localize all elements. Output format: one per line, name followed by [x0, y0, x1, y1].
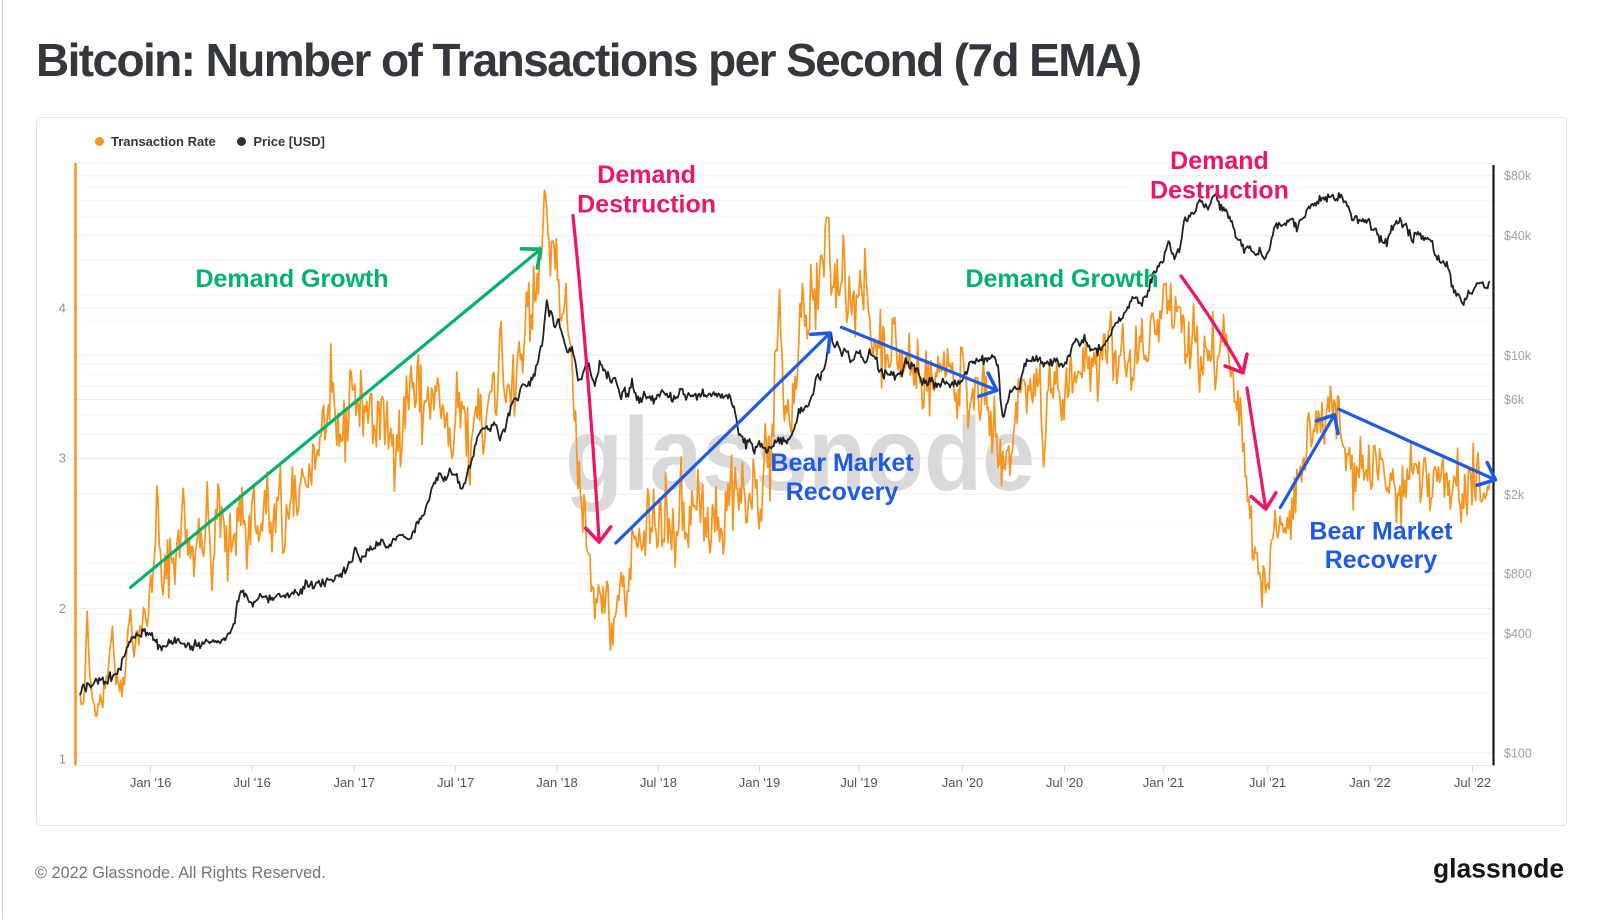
svg-text:glassnode: glassnode: [1433, 854, 1564, 884]
svg-text:3: 3: [59, 451, 66, 466]
svg-text:Destruction: Destruction: [1150, 177, 1289, 205]
svg-text:Jan '22: Jan '22: [1349, 775, 1391, 790]
svg-text:Destruction: Destruction: [577, 191, 716, 219]
svg-text:Jul '19: Jul '19: [840, 775, 877, 790]
svg-text:$10k: $10k: [1504, 349, 1532, 363]
svg-text:Recovery: Recovery: [1325, 546, 1438, 574]
svg-text:Demand Growth: Demand Growth: [195, 265, 388, 293]
svg-text:$400: $400: [1504, 627, 1532, 641]
svg-text:$2k: $2k: [1504, 488, 1525, 502]
svg-text:Demand: Demand: [597, 161, 696, 189]
svg-text:Jul '16: Jul '16: [234, 775, 271, 790]
svg-text:Jan '16: Jan '16: [130, 775, 172, 790]
svg-text:$80k: $80k: [1504, 169, 1532, 183]
svg-text:Bear Market: Bear Market: [770, 449, 914, 477]
svg-text:Jan '21: Jan '21: [1143, 775, 1185, 790]
svg-text:Jul '22: Jul '22: [1454, 775, 1491, 790]
svg-text:Jan '20: Jan '20: [942, 775, 984, 790]
svg-text:$6k: $6k: [1504, 393, 1525, 407]
svg-text:2: 2: [59, 601, 66, 616]
svg-text:$40k: $40k: [1504, 229, 1532, 243]
svg-text:Jul '21: Jul '21: [1249, 775, 1286, 790]
svg-text:Jul '18: Jul '18: [640, 775, 677, 790]
svg-text:Demand Growth: Demand Growth: [965, 265, 1158, 293]
svg-text:Jan '17: Jan '17: [333, 775, 375, 790]
svg-text:$800: $800: [1504, 567, 1532, 581]
svg-text:$100: $100: [1504, 747, 1532, 761]
svg-text:Jul '17: Jul '17: [437, 775, 474, 790]
svg-text:Jan '19: Jan '19: [739, 775, 781, 790]
svg-text:1: 1: [59, 752, 66, 767]
svg-text:Demand: Demand: [1170, 147, 1269, 175]
svg-text:Recovery: Recovery: [786, 478, 899, 506]
svg-text:4: 4: [59, 300, 66, 315]
svg-text:Jan '18: Jan '18: [536, 775, 578, 790]
svg-text:Bear Market: Bear Market: [1309, 517, 1453, 545]
svg-text:Jul '20: Jul '20: [1046, 775, 1083, 790]
